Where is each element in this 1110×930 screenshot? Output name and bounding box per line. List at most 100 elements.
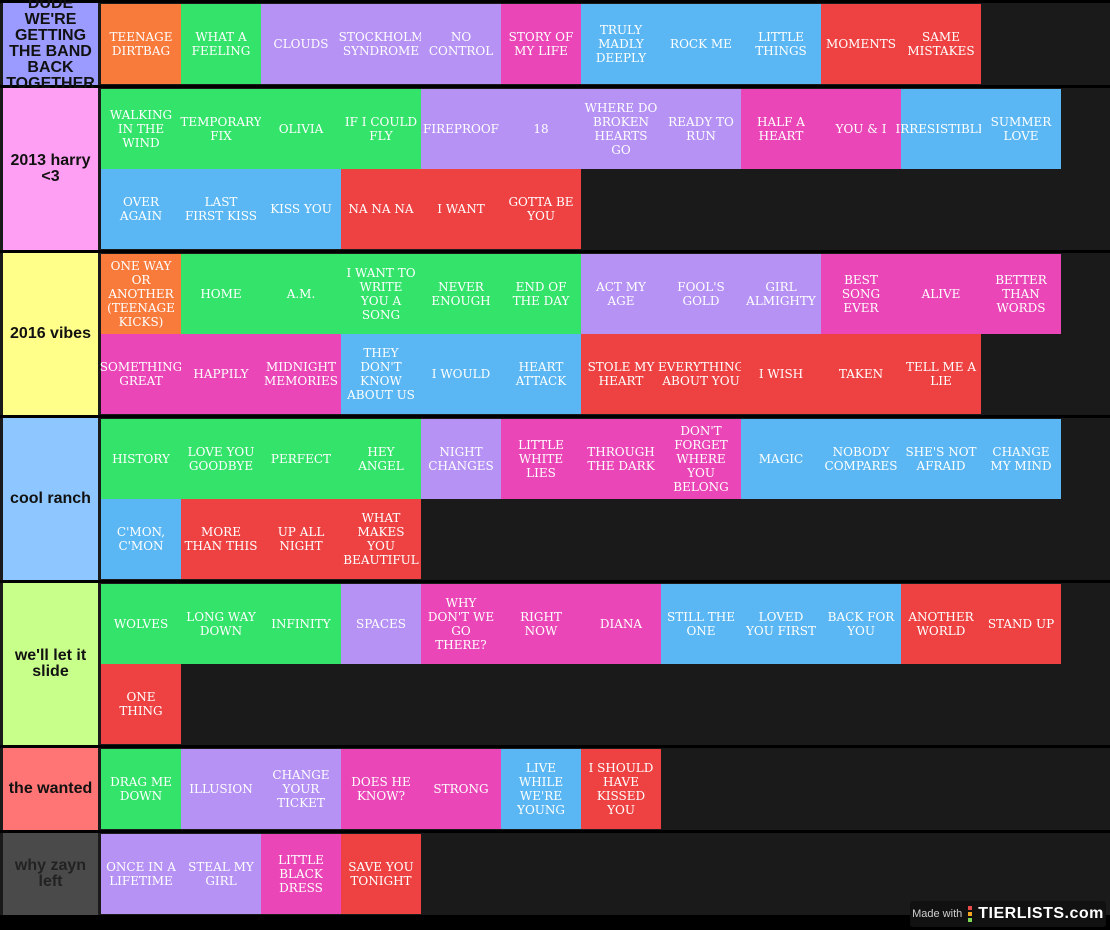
tier-item[interactable]: WHAT A FEELING — [181, 4, 261, 84]
tier-item[interactable]: FOOL'S GOLD — [661, 254, 741, 334]
tier-item[interactable]: STOCKHOLM SYNDROME — [339, 4, 423, 84]
tier-item[interactable]: ACT MY AGE — [581, 254, 661, 334]
tier-item[interactable]: WHAT MAKES YOU BEAUTIFUL — [341, 499, 421, 579]
tier-item[interactable]: ONE WAY OR ANOTHER (TEENAGE KICKS) — [101, 254, 181, 334]
tier-item[interactable]: READY TO RUN — [661, 89, 741, 169]
tier-item[interactable]: C'MON, C'MON — [101, 499, 181, 579]
tier-item[interactable]: I WISH — [741, 334, 821, 414]
tier-item[interactable]: SAVE YOU TONIGHT — [341, 834, 421, 914]
tier-label[interactable]: the wanted — [3, 748, 98, 830]
tier-item[interactable]: MORE THAN THIS — [181, 499, 261, 579]
tier-item[interactable]: STORY OF MY LIFE — [501, 4, 581, 84]
tier-item[interactable]: CLOUDS — [261, 4, 341, 84]
tier-item[interactable]: GOTTA BE YOU — [501, 169, 581, 249]
tier-item[interactable]: DRAG ME DOWN — [101, 749, 181, 829]
tier-item[interactable]: I WANT TO WRITE YOU A SONG — [341, 254, 421, 334]
tier-item[interactable]: SHE'S NOT AFRAID — [901, 419, 981, 499]
tier-item[interactable]: END OF THE DAY — [501, 254, 581, 334]
tier-item[interactable]: TAKEN — [821, 334, 901, 414]
tier-item[interactable]: MAGIC — [741, 419, 821, 499]
tier-item[interactable]: STILL THE ONE — [661, 584, 741, 664]
tier-item[interactable]: HEART ATTACK — [501, 334, 581, 414]
tier-item[interactable]: WOLVES — [101, 584, 181, 664]
tier-item[interactable]: DIANA — [581, 584, 661, 664]
tier-item[interactable]: RIGHT NOW — [501, 584, 581, 664]
tier-item[interactable]: EVERYTHING ABOUT YOU — [658, 334, 744, 414]
tier-item[interactable]: ILLUSION — [181, 749, 261, 829]
tier-item[interactable]: HAPPILY — [181, 334, 261, 414]
tier-item[interactable]: MIDNIGHT MEMORIES — [261, 334, 341, 414]
tier-item[interactable]: STAND UP — [981, 584, 1061, 664]
tier-item[interactable]: SAME MISTAKES — [901, 4, 981, 84]
tier-item[interactable]: ROCK ME — [661, 4, 741, 84]
tier-item[interactable]: LIVE WHILE WE'RE YOUNG — [501, 749, 581, 829]
tier-item[interactable]: LOVE YOU GOODBYE — [181, 419, 261, 499]
tier-item[interactable]: LITTLE WHITE LIES — [501, 419, 581, 499]
tier-item[interactable]: CHANGE YOUR TICKET — [261, 749, 341, 829]
tier-item[interactable]: STEAL MY GIRL — [181, 834, 261, 914]
tier-item[interactable]: 18 — [501, 89, 581, 169]
tier-item[interactable]: CHANGE MY MIND — [981, 419, 1061, 499]
tier-item[interactable]: YOU & I — [821, 89, 901, 169]
tier-item[interactable]: LONG WAY DOWN — [181, 584, 261, 664]
tier-item[interactable]: OVER AGAIN — [101, 169, 181, 249]
tier-item[interactable]: DOES HE KNOW? — [341, 749, 421, 829]
tier-item[interactable]: GIRL ALMIGHTY — [741, 254, 821, 334]
tier-item[interactable]: HISTORY — [101, 419, 181, 499]
made-with-badge[interactable]: Made with TIERLISTS.com — [910, 901, 1106, 927]
tier-item[interactable]: FIREPROOF — [421, 89, 501, 169]
tier-item[interactable]: WHERE DO BROKEN HEARTS GO — [581, 89, 661, 169]
tier-item[interactable]: TRULY MADLY DEEPLY — [581, 4, 661, 84]
tier-item[interactable]: ONCE IN A LIFETIME — [101, 834, 181, 914]
tier-item[interactable]: SOMETHING GREAT — [100, 334, 182, 414]
tier-item[interactable]: NA NA NA — [341, 169, 421, 249]
tier-item[interactable]: TEMPORARY FIX — [180, 89, 262, 169]
tier-item[interactable]: KISS YOU — [261, 169, 341, 249]
tier-item[interactable]: HEY ANGEL — [341, 419, 421, 499]
tier-label[interactable]: DUDE WE'RE GETTING THE BAND BACK TOGETHE… — [3, 0, 98, 92]
tier-item[interactable]: BEST SONG EVER — [821, 254, 901, 334]
tier-item[interactable]: LITTLE THINGS — [741, 4, 821, 84]
tier-item[interactable]: ALIVE — [901, 254, 981, 334]
tier-item[interactable]: ANOTHER WORLD — [901, 584, 981, 664]
tier-item[interactable]: I SHOULD HAVE KISSED YOU — [581, 749, 661, 829]
tier-label[interactable]: we'll let it slide — [3, 583, 98, 745]
tier-item[interactable]: BETTER THAN WORDS — [981, 254, 1061, 334]
tier-item[interactable]: THROUGH THE DARK — [581, 419, 661, 499]
tier-item[interactable]: UP ALL NIGHT — [261, 499, 341, 579]
tier-item[interactable]: INFINITY — [261, 584, 341, 664]
tier-item[interactable]: NOBODY COMPARES — [821, 419, 901, 499]
tier-item[interactable]: NO CONTROL — [421, 4, 501, 84]
tier-item[interactable]: I WOULD — [421, 334, 501, 414]
tier-label[interactable]: why zayn left — [3, 833, 98, 915]
tier-item[interactable]: WALKING IN THE WIND — [101, 89, 181, 169]
tier-item[interactable]: NIGHT CHANGES — [421, 419, 501, 499]
tier-item[interactable]: HOME — [181, 254, 261, 334]
tier-item[interactable]: SUMMER LOVE — [981, 89, 1061, 169]
tier-item[interactable]: I WANT — [421, 169, 501, 249]
tier-item[interactable]: LAST FIRST KISS — [181, 169, 261, 249]
tier-item[interactable]: TEENAGE DIRTBAG — [101, 4, 181, 84]
tier-item[interactable]: BACK FOR YOU — [821, 584, 901, 664]
tier-item[interactable]: STOLE MY HEART — [581, 334, 661, 414]
tier-item[interactable]: LOVED YOU FIRST — [741, 584, 821, 664]
tier-item[interactable]: STRONG — [421, 749, 501, 829]
tier-item[interactable]: A.M. — [261, 254, 341, 334]
tier-item[interactable]: PERFECT — [261, 419, 341, 499]
tier-item[interactable]: ONE THING — [101, 664, 181, 744]
tier-label[interactable]: 2013 harry <3 — [3, 88, 98, 250]
tier-item[interactable]: WHY DON'T WE GO THERE? — [421, 584, 501, 664]
tier-item[interactable]: NEVER ENOUGH — [421, 254, 501, 334]
tier-item[interactable]: DON'T FORGET WHERE YOU BELONG — [661, 419, 741, 499]
tier-item[interactable]: THEY DON'T KNOW ABOUT US — [341, 334, 421, 414]
tier-item[interactable]: IF I COULD FLY — [341, 89, 421, 169]
tier-item[interactable]: SPACES — [341, 584, 421, 664]
tier-item[interactable]: LITTLE BLACK DRESS — [261, 834, 341, 914]
tier-item[interactable]: HALF A HEART — [741, 89, 821, 169]
tier-item[interactable]: OLIVIA — [261, 89, 341, 169]
tier-item[interactable]: MOMENTS — [821, 4, 901, 84]
tier-item[interactable]: TELL ME A LIE — [901, 334, 981, 414]
tier-label[interactable]: cool ranch — [3, 418, 98, 580]
tier-label[interactable]: 2016 vibes — [3, 253, 98, 415]
tier-item[interactable]: IRRESISTIBLE — [895, 89, 987, 169]
